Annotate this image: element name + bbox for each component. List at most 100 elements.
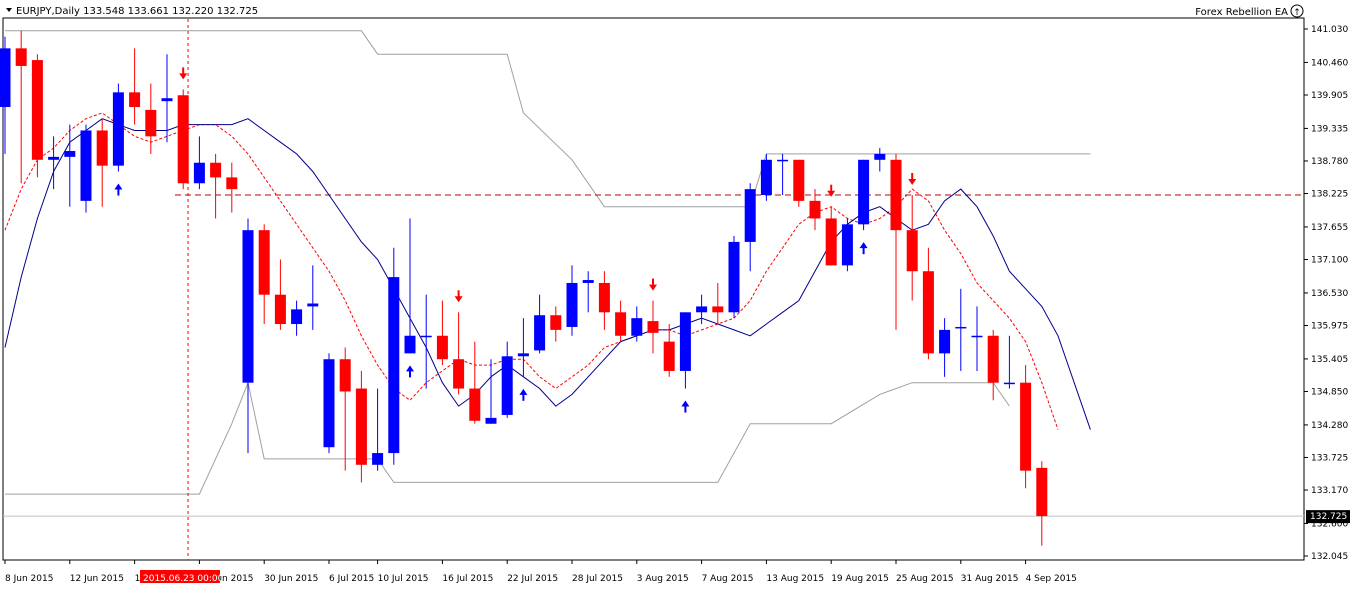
- candle-body: [80, 130, 92, 201]
- candle: [372, 388, 384, 471]
- candle-body: [64, 150, 76, 157]
- level-line: [3, 194, 1304, 517]
- x-tick-label: 28 Jul 2015: [572, 574, 623, 584]
- sell-arrow-icon: [908, 172, 917, 185]
- candle: [1036, 461, 1048, 546]
- candle: [615, 300, 627, 342]
- y-tick-label: 134.280: [1311, 421, 1348, 431]
- candle: [15, 30, 27, 184]
- candle-body: [0, 48, 11, 108]
- candle-body: [193, 162, 205, 184]
- candle: [323, 353, 335, 454]
- x-tick-label: 19 Aug 2015: [831, 574, 889, 584]
- price-marker-text: 132.725: [1310, 512, 1347, 522]
- x-tick-label: 31 Aug 2015: [961, 574, 1019, 584]
- x-tick-label: 30 Jun 2015: [264, 574, 318, 584]
- y-tick-label: 137.100: [1311, 256, 1348, 266]
- candle-body: [388, 277, 400, 454]
- time-marker-box: [140, 570, 220, 583]
- candle: [64, 124, 76, 207]
- y-tick-label: 139.335: [1311, 124, 1348, 134]
- candle: [696, 294, 708, 325]
- candle-body: [631, 318, 643, 336]
- buy-arrow-head: [406, 365, 414, 372]
- candle-body: [712, 306, 724, 313]
- sell-arrow-head: [908, 178, 917, 185]
- candle-body: [825, 218, 837, 266]
- candle-body: [177, 95, 189, 184]
- candle: [631, 306, 643, 342]
- y-tick-label: 138.780: [1311, 157, 1348, 167]
- candle: [177, 89, 189, 190]
- candle-body: [31, 60, 43, 160]
- candle-body: [258, 230, 270, 295]
- candle-body: [161, 98, 173, 102]
- y-tick-label: 133.725: [1311, 453, 1348, 463]
- buy-arrow-icon: [859, 242, 868, 255]
- candle-body: [760, 159, 772, 195]
- candle: [971, 306, 983, 371]
- candle-body: [922, 271, 934, 354]
- candle-body: [355, 388, 367, 465]
- candle: [31, 54, 43, 178]
- candle-body: [485, 417, 497, 424]
- sell-arrow-head: [179, 73, 188, 80]
- candle: [161, 54, 173, 143]
- candle-body: [793, 159, 805, 201]
- candle: [80, 124, 92, 213]
- candle: [906, 194, 918, 301]
- channel-lower-line: [5, 380, 1010, 495]
- candle: [420, 294, 432, 389]
- candle-body: [15, 48, 27, 66]
- candle: [307, 265, 319, 330]
- candle: [210, 153, 222, 219]
- info-icon[interactable]: [1290, 4, 1304, 18]
- buy-arrow-icon: [406, 365, 414, 378]
- price-axis[interactable]: 141.030 140.460 139.905 139.335 138.780 138.2…: [1304, 25, 1348, 562]
- candle-body: [323, 359, 335, 448]
- candle-body: [939, 329, 951, 354]
- candle: [274, 259, 286, 330]
- x-tick-label: 13 Aug 2015: [766, 574, 824, 584]
- candle: [193, 136, 205, 190]
- candle-body: [372, 453, 384, 465]
- candle: [922, 247, 934, 360]
- candle-body: [696, 306, 708, 313]
- candle: [712, 282, 724, 325]
- candle-body: [307, 303, 319, 307]
- buy-arrow-head: [859, 242, 868, 249]
- candle-body: [48, 156, 60, 160]
- triangle-down-icon[interactable]: [6, 8, 12, 12]
- candle-body: [955, 326, 967, 329]
- y-tick-label: 132.045: [1311, 552, 1348, 562]
- candle: [582, 271, 594, 313]
- candle: [534, 294, 546, 354]
- candle: [744, 183, 756, 272]
- candle-body: [404, 335, 416, 354]
- y-tick-label: 141.030: [1311, 25, 1348, 35]
- candle: [890, 153, 902, 330]
- candle-body: [858, 159, 870, 225]
- candle: [1020, 365, 1032, 489]
- sell-arrow-icon: [827, 184, 836, 197]
- symbol-info: EURJPY,Daily 133.548 133.661 132.220 132…: [16, 6, 258, 17]
- candle-body: [890, 159, 902, 231]
- candle: [469, 341, 481, 424]
- candle: [793, 159, 805, 207]
- candle-body: [1003, 382, 1015, 385]
- candle-body: [550, 315, 562, 330]
- candle: [825, 206, 837, 266]
- candle-body: [96, 130, 108, 166]
- y-tick-label: 138.225: [1311, 190, 1348, 200]
- candle-body: [906, 230, 918, 272]
- price-channel: [5, 30, 1091, 495]
- candle-body: [971, 335, 983, 338]
- candle: [566, 265, 578, 336]
- candle-body: [598, 282, 610, 313]
- buy-arrow-icon: [519, 388, 528, 401]
- y-tick-label: 135.405: [1311, 355, 1348, 365]
- y-tick-label: 140.460: [1311, 58, 1348, 68]
- candle: [939, 318, 951, 377]
